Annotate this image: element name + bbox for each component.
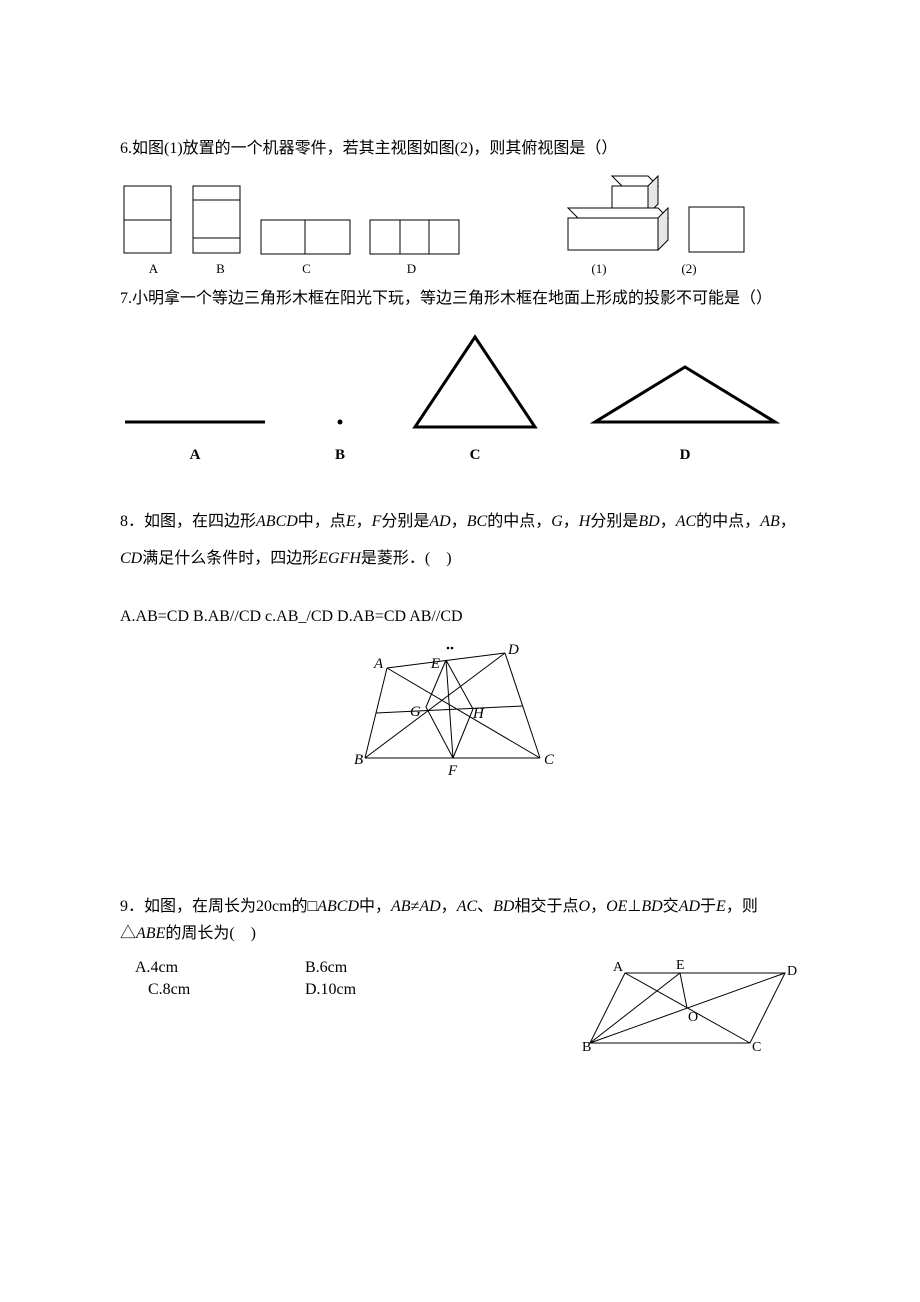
svg-text:E: E (430, 656, 440, 672)
q7-figures (120, 332, 800, 432)
svg-text:O: O (688, 1010, 698, 1025)
q9-opt-d: D.10cm (290, 981, 460, 999)
q6-fig2-front (684, 202, 749, 257)
q9-figure: A B C D E O (580, 955, 800, 1055)
q7-label-a: A (120, 447, 270, 464)
q6-label-b: B (187, 261, 254, 277)
q9-opt-a: A.4cm (120, 959, 290, 977)
q7-text: 7.小明拿一个等边三角形木框在阳光下玩，等边三角形木框在地面上形成的投影不可能是… (120, 285, 800, 312)
q9-body: A.4cm B.6cm C.8cm D.10cm A B C D E O (120, 955, 800, 1055)
q6-option-c (258, 217, 353, 257)
q7-label-b: B (320, 447, 360, 464)
svg-text:D: D (787, 964, 797, 979)
q6-figures (120, 172, 800, 257)
svg-text:G: G (410, 704, 421, 720)
q9-opt-c: C.8cm (120, 981, 290, 999)
q7-option-c (410, 332, 540, 432)
q7-label-c: C (410, 447, 540, 464)
q7-labels: A B C D (120, 447, 800, 464)
q7-option-a (120, 347, 270, 432)
question-8: 8．如图，在四边形ABCD中，点E，F分别是AD，BC的中点，G，H分别是BD，… (120, 504, 800, 783)
q7-option-d (590, 362, 780, 432)
q6-fig1-3d (560, 172, 670, 257)
q8-figure: A B C D E F G H (120, 638, 800, 783)
q6-label-a: A (120, 261, 187, 277)
svg-text:A: A (613, 960, 624, 975)
q6-option-b (189, 182, 244, 257)
q6-labels: A B C D (1) (2) (120, 261, 800, 277)
q6-fig2-label: (2) (654, 261, 724, 277)
svg-text:E: E (676, 958, 685, 973)
q9-options: A.4cm B.6cm C.8cm D.10cm (120, 955, 580, 999)
q8-text: 8．如图，在四边形ABCD中，点E，F分别是AD，BC的中点，G，H分别是BD，… (120, 504, 800, 578)
svg-text:D: D (507, 642, 519, 658)
q8-options: A.AB=CD B.AB//CD c.AB_/CD D.AB=CD AB//CD (120, 608, 800, 626)
q6-option-a (120, 182, 175, 257)
question-6: 6.如图(1)放置的一个机器零件，若其主视图如图(2)，则其俯视图是（） (120, 135, 800, 277)
question-7: 7.小明拿一个等边三角形木框在阳光下玩，等边三角形木框在地面上形成的投影不可能是… (120, 285, 800, 464)
svg-text:B: B (582, 1040, 591, 1055)
q6-option-d (367, 217, 462, 257)
svg-text:C: C (544, 752, 555, 768)
svg-text:H: H (472, 706, 485, 722)
q9-opt-b: B.6cm (290, 959, 460, 977)
q7-label-d: D (590, 447, 780, 464)
q6-fig1-label: (1) (544, 261, 654, 277)
svg-text:F: F (447, 763, 458, 779)
q6-text: 6.如图(1)放置的一个机器零件，若其主视图如图(2)，则其俯视图是（） (120, 135, 800, 162)
question-9: 9．如图，在周长为20cm的□ABCD中，AB≠AD，AC、BD相交于点O，OE… (120, 893, 800, 1055)
q6-label-d: D (359, 261, 464, 277)
svg-text:A: A (373, 656, 384, 672)
q9-text: 9．如图，在周长为20cm的□ABCD中，AB≠AD，AC、BD相交于点O，OE… (120, 893, 800, 947)
svg-text:B: B (354, 752, 363, 768)
q6-label-c: C (254, 261, 359, 277)
svg-text:C: C (752, 1040, 761, 1055)
q7-option-b (320, 347, 360, 432)
